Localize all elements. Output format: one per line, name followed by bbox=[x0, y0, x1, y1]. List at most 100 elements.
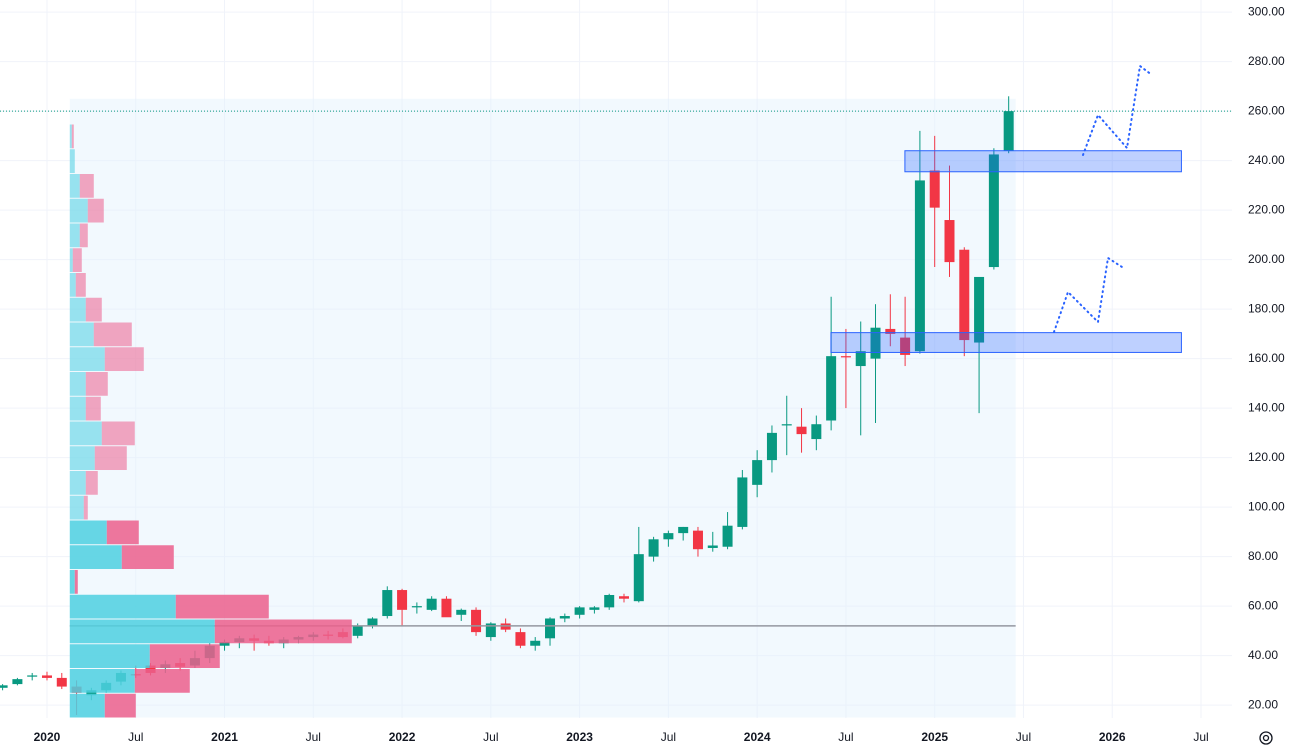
candle-body bbox=[914, 180, 925, 352]
candle-body bbox=[678, 526, 689, 534]
profile-up bbox=[69, 124, 72, 149]
candle-body bbox=[870, 327, 881, 359]
projection-path bbox=[1082, 64, 1153, 156]
candle-body bbox=[1003, 111, 1014, 151]
settings-icon[interactable] bbox=[1259, 731, 1273, 745]
candle-body bbox=[900, 337, 911, 355]
profile-down bbox=[85, 297, 102, 322]
y-tick-label: 100.00 bbox=[1248, 499, 1285, 513]
candle-body bbox=[352, 625, 363, 636]
candle-body bbox=[648, 539, 659, 557]
profile-up bbox=[69, 421, 102, 446]
profile-up bbox=[69, 545, 122, 570]
x-tick-label: 2023 bbox=[566, 730, 593, 744]
profile-up bbox=[69, 322, 94, 347]
zone bbox=[904, 150, 1182, 173]
candle-body bbox=[796, 426, 807, 435]
candle-body bbox=[722, 525, 733, 547]
candle-body bbox=[826, 356, 837, 421]
profile-down bbox=[87, 198, 104, 223]
candle-body bbox=[663, 533, 674, 540]
profile-up bbox=[69, 297, 86, 322]
y-tick-label: 200.00 bbox=[1248, 252, 1285, 266]
profile-down bbox=[149, 644, 220, 669]
x-tick-label: 2026 bbox=[1099, 730, 1126, 744]
y-tick-label: 160.00 bbox=[1248, 351, 1285, 365]
plot bbox=[0, 96, 1232, 718]
y-tick-label: 80.00 bbox=[1248, 549, 1278, 563]
candle-body bbox=[41, 675, 52, 678]
candle-body bbox=[618, 596, 629, 599]
profile-up bbox=[69, 396, 86, 421]
candle-body bbox=[737, 477, 748, 527]
profile-up bbox=[69, 471, 86, 495]
candle-body bbox=[604, 594, 615, 608]
candle-body bbox=[589, 607, 600, 610]
candle-body bbox=[781, 424, 792, 426]
candle-body bbox=[367, 618, 378, 626]
profile-down bbox=[75, 273, 86, 297]
candle-body bbox=[752, 460, 763, 485]
x-tick-label: Jul bbox=[1193, 730, 1208, 744]
profile-up bbox=[69, 174, 80, 198]
profile-down bbox=[85, 471, 98, 495]
y-tick-label: 300.00 bbox=[1248, 4, 1285, 18]
profile-down bbox=[83, 495, 88, 520]
candle-body bbox=[974, 276, 985, 343]
y-tick-label: 180.00 bbox=[1248, 301, 1285, 315]
zone bbox=[830, 332, 1182, 353]
profile-down bbox=[121, 545, 174, 570]
profile-up bbox=[69, 347, 105, 372]
candle-body bbox=[456, 609, 467, 615]
x-tick-label: 2020 bbox=[34, 730, 61, 744]
candle-body bbox=[574, 607, 585, 615]
y-tick-label: 120.00 bbox=[1248, 450, 1285, 464]
profile-down bbox=[85, 372, 108, 396]
x-tick-label: 2024 bbox=[744, 730, 771, 744]
profile-down bbox=[175, 594, 269, 619]
profile-down bbox=[94, 446, 127, 471]
profile-down bbox=[74, 570, 78, 594]
x-tick-label: Jul bbox=[306, 730, 321, 744]
profile-up bbox=[69, 495, 84, 520]
candle-body bbox=[811, 424, 822, 440]
candle-body bbox=[27, 675, 38, 677]
profile-up bbox=[69, 273, 76, 297]
projection-path bbox=[1053, 256, 1123, 333]
candle-body bbox=[707, 545, 718, 548]
y-tick-label: 260.00 bbox=[1248, 103, 1285, 117]
candle-body bbox=[485, 623, 496, 638]
candle-body bbox=[382, 590, 393, 617]
profile-up bbox=[69, 570, 75, 594]
candle-body bbox=[885, 328, 896, 334]
x-tick-label: Jul bbox=[483, 730, 498, 744]
candle-body bbox=[397, 590, 408, 610]
profile-down bbox=[106, 520, 139, 545]
candle-body bbox=[840, 356, 851, 358]
profile-up bbox=[69, 619, 215, 644]
profile-down bbox=[79, 223, 88, 248]
candle-body bbox=[0, 685, 8, 688]
profile-up bbox=[69, 372, 86, 396]
profile-down bbox=[71, 124, 74, 149]
profile-up bbox=[69, 149, 75, 174]
profile-down bbox=[104, 693, 136, 718]
candle-body bbox=[855, 351, 866, 367]
profile-up bbox=[69, 693, 105, 718]
profile-down bbox=[93, 322, 132, 347]
profile-up bbox=[69, 248, 73, 273]
candle-body bbox=[471, 609, 482, 633]
candle-body bbox=[959, 249, 970, 341]
candle-body bbox=[929, 170, 940, 208]
y-tick-label: 20.00 bbox=[1248, 697, 1278, 711]
candle-body bbox=[515, 632, 526, 646]
x-tick-label: Jul bbox=[128, 730, 143, 744]
profile-up bbox=[69, 594, 176, 619]
profile-down bbox=[72, 248, 82, 273]
x-tick-label: 2022 bbox=[389, 730, 416, 744]
x-tick-label: Jul bbox=[661, 730, 676, 744]
y-tick-label: 220.00 bbox=[1248, 202, 1285, 216]
candle-body bbox=[944, 220, 955, 263]
candle-body bbox=[56, 677, 67, 687]
